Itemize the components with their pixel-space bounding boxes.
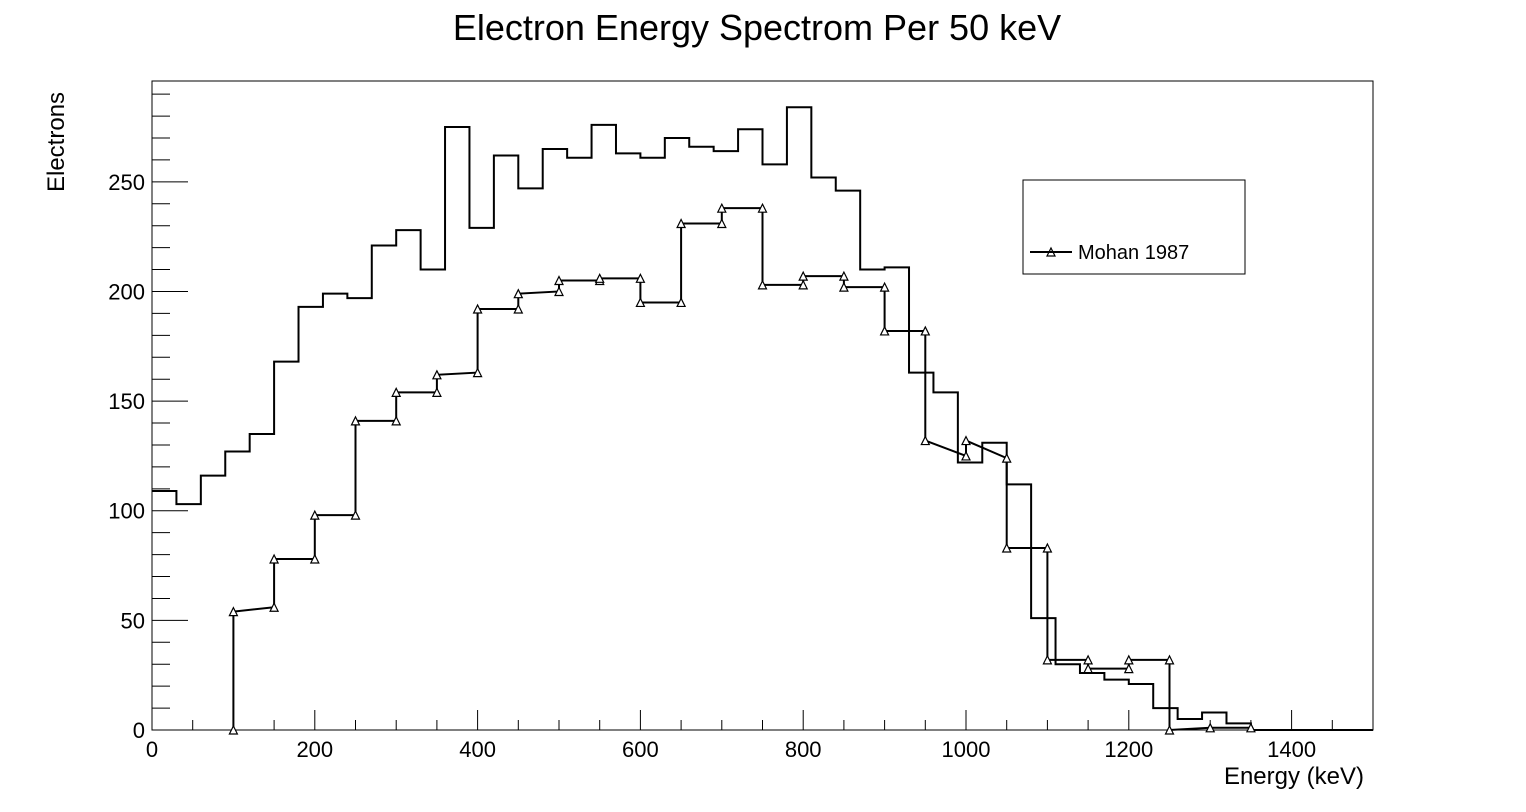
- triangle-marker: [920, 325, 931, 336]
- triangle-marker: [798, 279, 809, 290]
- triangle-marker: [431, 387, 442, 397]
- triangle-marker: [676, 218, 687, 229]
- triangle-marker: [798, 270, 809, 281]
- x-tick-label: 200: [296, 737, 333, 762]
- x-tick-label: 800: [785, 737, 822, 762]
- triangle-marker: [594, 272, 605, 283]
- triangle-marker: [309, 553, 320, 564]
- triangle-marker: [1042, 654, 1053, 665]
- legend-box: [1022, 179, 1246, 275]
- x-tick-label: 0: [146, 737, 158, 762]
- y-tick-label: 150: [108, 389, 145, 414]
- y-tick-label: 200: [108, 279, 145, 304]
- triangle-marker: [1123, 663, 1134, 674]
- y-tick-label: 100: [108, 499, 145, 524]
- triangle-marker: [635, 297, 646, 308]
- x-axis-label: Energy (keV): [1224, 763, 1364, 790]
- x-tick-label: 400: [459, 737, 496, 762]
- triangle-marker: [350, 509, 361, 520]
- triangle-marker: [1164, 654, 1175, 665]
- legend-triangle-icon: [1046, 246, 1056, 257]
- triangle-marker: [1205, 722, 1216, 733]
- triangle-marker: [838, 281, 849, 292]
- y-axis-label: Electrons: [43, 92, 70, 192]
- triangle-marker: [431, 369, 442, 380]
- x-tick-label: 600: [622, 737, 659, 762]
- triangle-marker: [472, 367, 483, 378]
- triangle-marker: [1001, 542, 1012, 553]
- plot-frame: [151, 80, 1374, 731]
- legend-label: Mohan 1987: [1078, 242, 1189, 264]
- x-tick-label: 1400: [1267, 737, 1316, 762]
- y-axis: 0 50 100 150 200 250: [108, 93, 188, 743]
- triangle-marker: [472, 303, 483, 314]
- triangle-marker: [513, 288, 524, 299]
- triangle-marker: [554, 275, 564, 286]
- triangle-marker: [757, 279, 768, 290]
- y-tick-label: 0: [133, 718, 145, 743]
- x-axis: 0 200 400 600 800 1000 1200 1400: [146, 710, 1333, 762]
- triangle-marker: [269, 553, 280, 564]
- triangle-marker: [228, 606, 239, 617]
- triangle-marker: [1001, 452, 1012, 463]
- triangle-marker: [1042, 542, 1053, 553]
- triangle-marker: [961, 450, 971, 461]
- x-tick-label: 1200: [1104, 737, 1153, 762]
- x-tick-label: 1000: [942, 737, 991, 762]
- triangle-marker: [635, 272, 646, 283]
- triangle-marker: [391, 415, 402, 426]
- mohan-1987-series: [232, 207, 1251, 732]
- triangle-marker: [1083, 663, 1094, 674]
- triangle-marker: [350, 415, 361, 426]
- legend: Mohan 1987: [1022, 179, 1246, 275]
- triangle-marker: [309, 509, 320, 520]
- y-tick-label: 250: [108, 170, 145, 195]
- triangle-marker: [1245, 722, 1256, 733]
- triangle-marker: [391, 387, 402, 397]
- marker-layer: [228, 202, 1256, 735]
- triangle-marker: [879, 281, 890, 292]
- triangle-marker: [757, 202, 768, 213]
- triangle-marker: [513, 303, 524, 314]
- triangle-marker: [269, 601, 280, 612]
- triangle-marker: [961, 435, 971, 446]
- chart-title: Electron Energy Spectrom Per 50 keV: [453, 7, 1061, 48]
- histogram-series: [152, 106, 1373, 731]
- triangle-marker: [716, 218, 727, 229]
- triangle-marker: [1164, 724, 1175, 735]
- triangle-marker: [1123, 654, 1134, 665]
- triangle-marker: [676, 297, 687, 308]
- triangle-marker: [838, 270, 849, 281]
- y-tick-label: 50: [121, 608, 145, 633]
- triangle-marker: [879, 325, 890, 336]
- triangle-marker: [554, 286, 564, 297]
- triangle-marker: [228, 724, 239, 735]
- triangle-marker: [920, 435, 931, 446]
- triangle-marker: [716, 202, 727, 213]
